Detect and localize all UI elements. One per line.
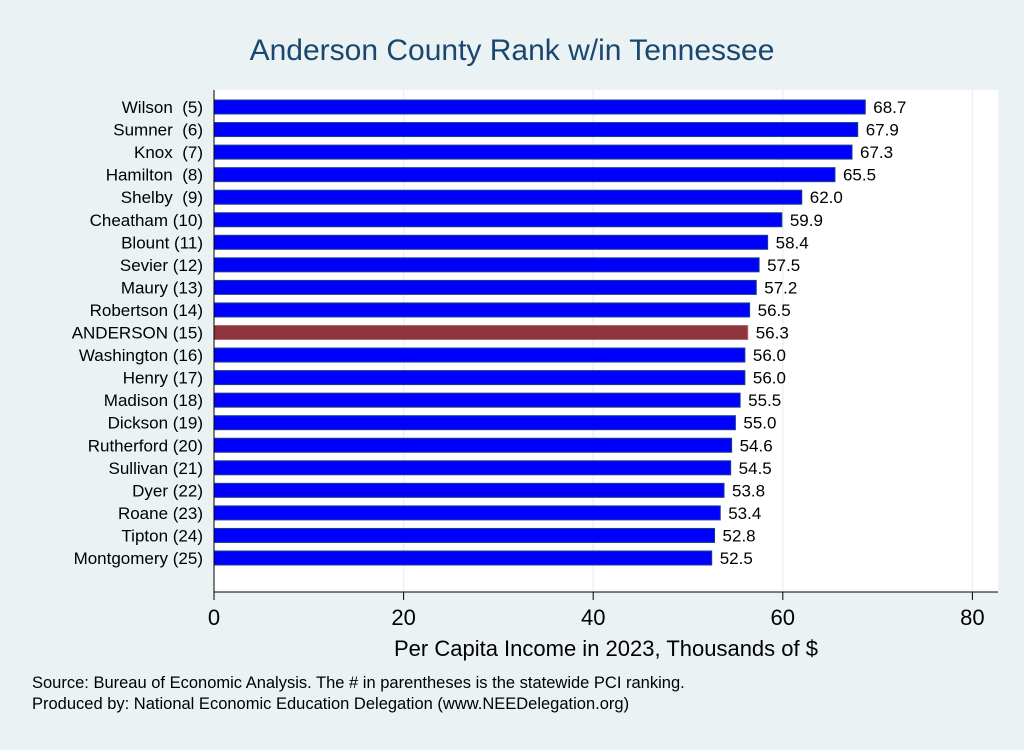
x-axis-label: Per Capita Income in 2023, Thousands of … [394, 636, 818, 661]
category-label: Sumner (6) [113, 121, 203, 140]
bar-value-label: 52.8 [723, 526, 756, 545]
category-label: Shelby (9) [121, 188, 203, 207]
source-note: Source: Bureau of Economic Analysis. The… [32, 674, 685, 692]
bar [213, 99, 866, 115]
bar [213, 302, 751, 318]
bar-value-label: 65.5 [843, 166, 876, 185]
bar [213, 370, 746, 386]
bar-value-label: 56.0 [753, 346, 786, 365]
bar-value-label: 57.2 [764, 278, 797, 297]
category-label: ANDERSON (15) [72, 324, 203, 343]
x-tick-label: 20 [391, 605, 415, 630]
bar-value-label: 53.8 [732, 481, 765, 500]
bar [213, 460, 732, 476]
bar [213, 392, 741, 408]
category-label: Sevier (12) [120, 256, 203, 275]
bar-value-label: 53.4 [728, 504, 761, 523]
bar-value-label: 55.5 [748, 391, 781, 410]
category-label: Henry (17) [123, 369, 203, 388]
bar-value-label: 57.5 [767, 256, 800, 275]
category-label: Madison (18) [104, 391, 203, 410]
bar-value-label: 56.5 [758, 301, 791, 320]
bar [213, 234, 769, 250]
category-label: Robertson (14) [90, 301, 203, 320]
bar-value-label: 55.0 [743, 414, 776, 433]
category-label: Sullivan (21) [109, 459, 204, 478]
bar-value-label: 56.0 [753, 369, 786, 388]
bar [213, 257, 760, 273]
category-label: Knox (7) [134, 143, 203, 162]
bar [213, 482, 725, 498]
category-label: Wilson (5) [122, 98, 203, 117]
bar-value-label: 56.3 [756, 324, 789, 343]
bar [213, 437, 733, 453]
bar [213, 212, 783, 228]
category-label: Rutherford (20) [88, 436, 203, 455]
bar [213, 325, 749, 340]
bar-value-label: 67.9 [866, 121, 899, 140]
bar [213, 347, 746, 363]
bar-value-label: 52.5 [720, 549, 753, 568]
bar-value-label: 54.5 [739, 459, 772, 478]
category-label: Dickson (19) [108, 414, 203, 433]
category-label: Dyer (22) [132, 481, 203, 500]
bar [213, 167, 836, 183]
chart-title: Anderson County Rank w/in Tennessee [250, 34, 775, 67]
bar [213, 415, 736, 431]
x-tick-label: 80 [960, 605, 984, 630]
bar-value-label: 54.6 [740, 436, 773, 455]
bar-value-label: 68.7 [873, 98, 906, 117]
x-tick-label: 40 [581, 605, 605, 630]
category-label: Washington (16) [79, 346, 203, 365]
category-label: Hamilton (8) [106, 166, 203, 185]
category-label: Cheatham (10) [90, 211, 203, 230]
bar-value-label: 58.4 [776, 233, 809, 252]
bar [213, 122, 859, 138]
producer-note: Produced by: National Economic Education… [32, 695, 629, 713]
bar [213, 527, 716, 543]
bar [213, 144, 853, 160]
x-tick-label: 60 [771, 605, 795, 630]
category-label: Blount (11) [121, 233, 203, 252]
bar-value-label: 67.3 [860, 143, 893, 162]
x-tick-label: 0 [208, 605, 220, 630]
bar [213, 279, 757, 295]
category-label: Roane (23) [118, 504, 203, 523]
bar [213, 550, 713, 566]
bar [213, 189, 803, 205]
category-label: Tipton (24) [121, 526, 203, 545]
category-label: Maury (13) [121, 278, 203, 297]
category-label: Montgomery (25) [74, 549, 203, 568]
bar-value-label: 62.0 [810, 188, 843, 207]
bar [213, 505, 721, 521]
bar-value-label: 59.9 [790, 211, 823, 230]
